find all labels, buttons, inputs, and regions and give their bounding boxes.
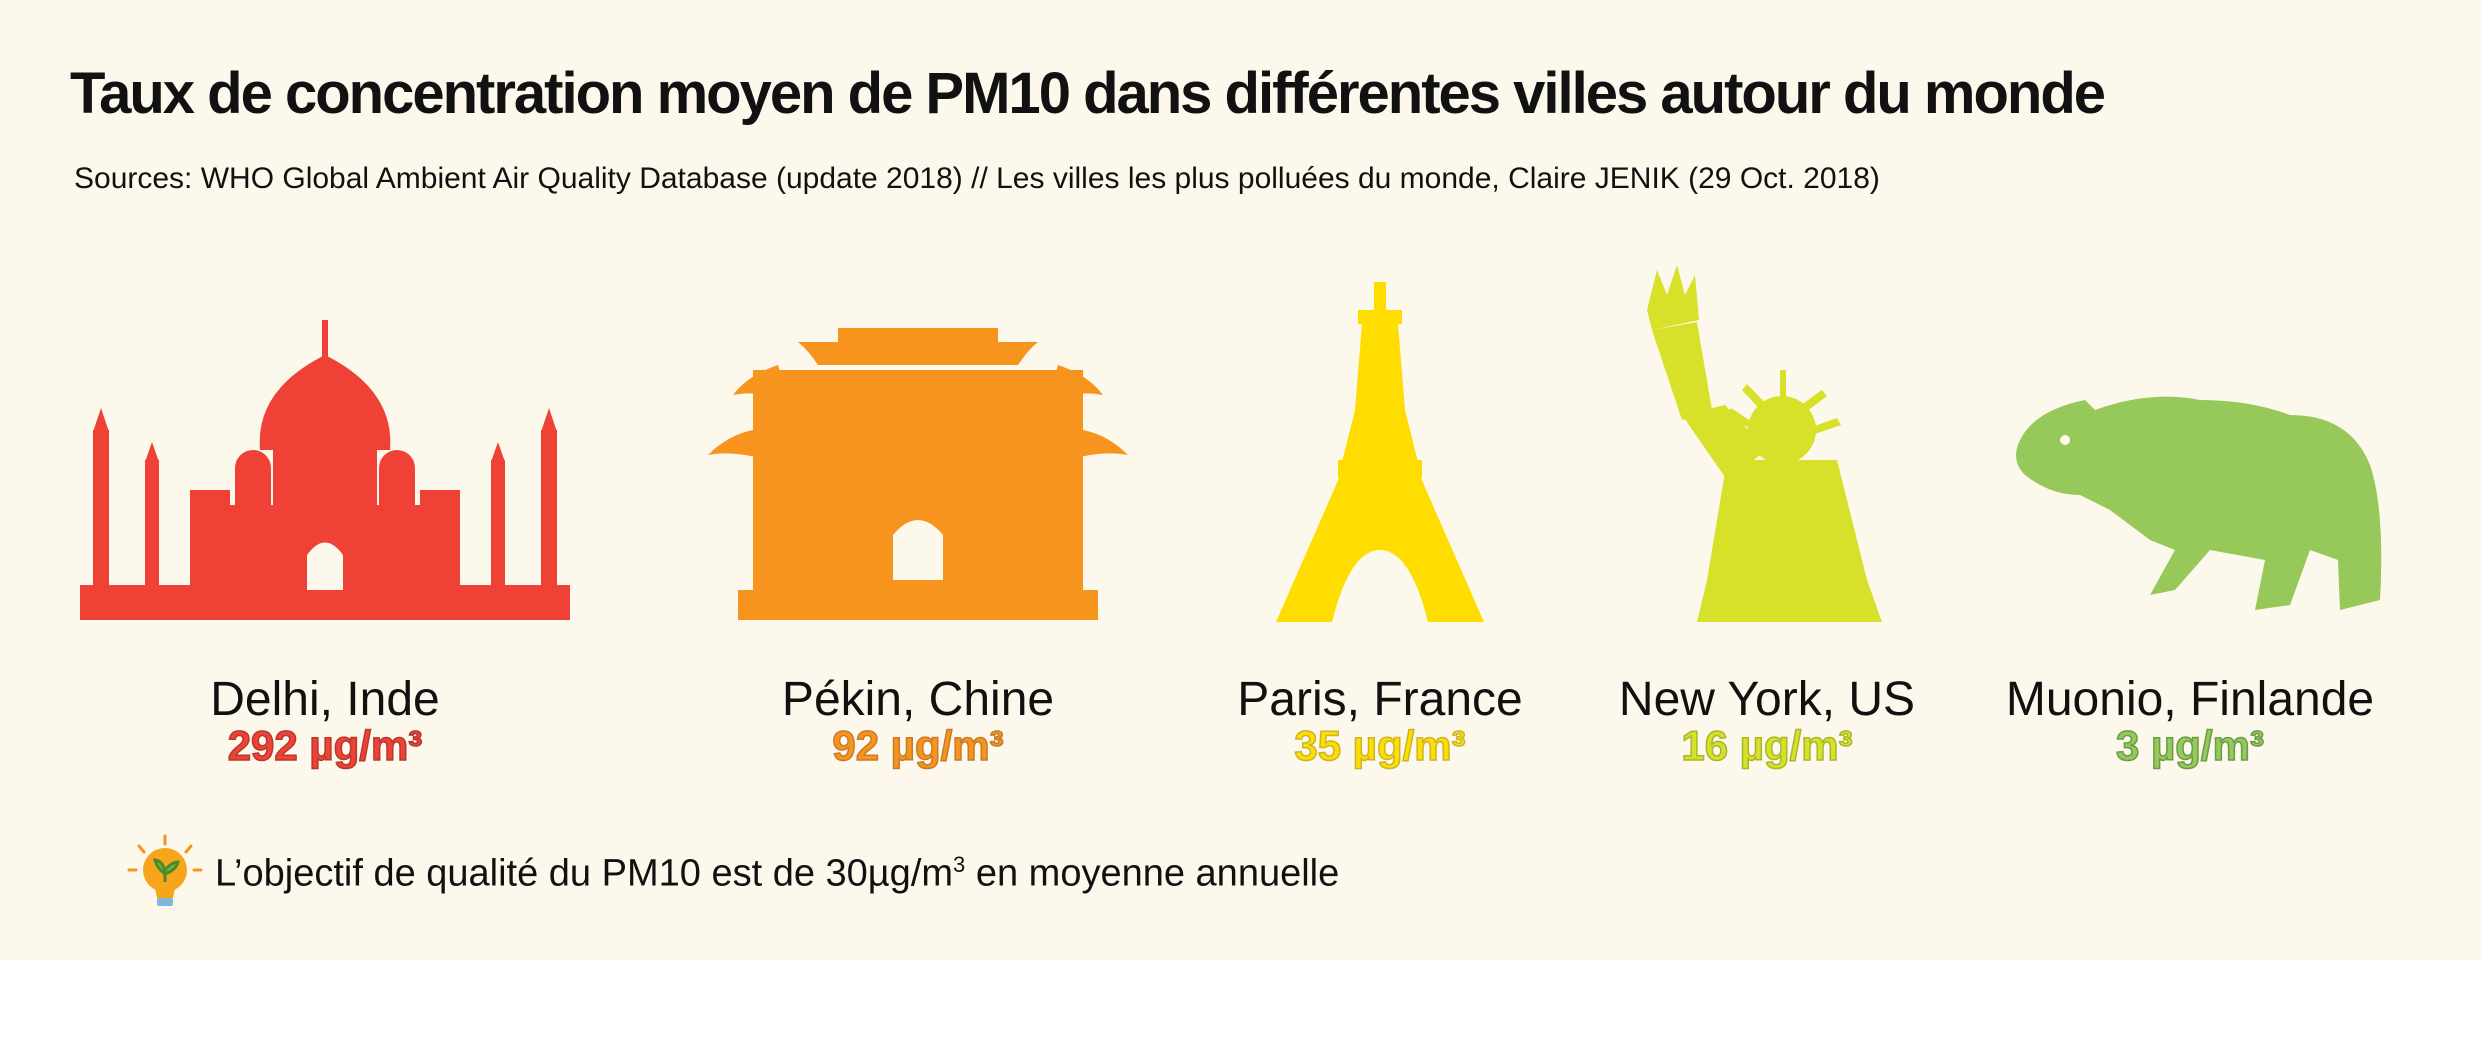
taj-mahal-icon — [80, 320, 570, 620]
city-name-muonio: Muonio, Finlande — [2005, 673, 2375, 726]
city-name-pekin: Pékin, Chine — [781, 673, 1055, 726]
chart-subtitle: Sources: WHO Global Ambient Air Quality … — [74, 162, 1880, 195]
note-superscript: 3 — [953, 852, 966, 878]
city-value-paris: 35 µg/m³ — [1294, 721, 1467, 770]
statue-of-liberty-icon — [1647, 265, 1882, 622]
city-value-newyork: 16 µg/m³ — [1681, 721, 1854, 770]
city-value-pekin: 92 µg/m³ — [832, 721, 1005, 770]
eiffel-tower-icon — [1276, 282, 1484, 622]
city-name-paris: Paris, France — [1237, 673, 1523, 726]
city-value-delhi: 292 µg/m³ — [227, 721, 423, 770]
chart-title: Taux de concentration moyen de PM10 dans… — [70, 61, 2106, 126]
city-value-muonio: 3 µg/m³ — [2115, 721, 2264, 770]
bear-icon — [2016, 396, 2382, 610]
lightbulb-icon — [127, 834, 203, 906]
city-name-newyork: New York, US — [1618, 673, 1916, 726]
infographic-panel: Taux de concentration moyen de PM10 dans… — [0, 0, 2481, 960]
note-text-prefix: L’objectif de qualité du PM10 est de 30µ… — [215, 852, 954, 895]
chinese-gate-icon — [708, 328, 1128, 620]
quality-target-note: L’objectif de qualité du PM10 est de 30µ… — [125, 834, 1339, 914]
quality-target-text: L’objectif de qualité du PM10 est de 30µ… — [215, 852, 1339, 896]
note-text-suffix: en moyenne annuelle — [965, 852, 1340, 895]
city-name-delhi: Delhi, Inde — [210, 673, 440, 726]
